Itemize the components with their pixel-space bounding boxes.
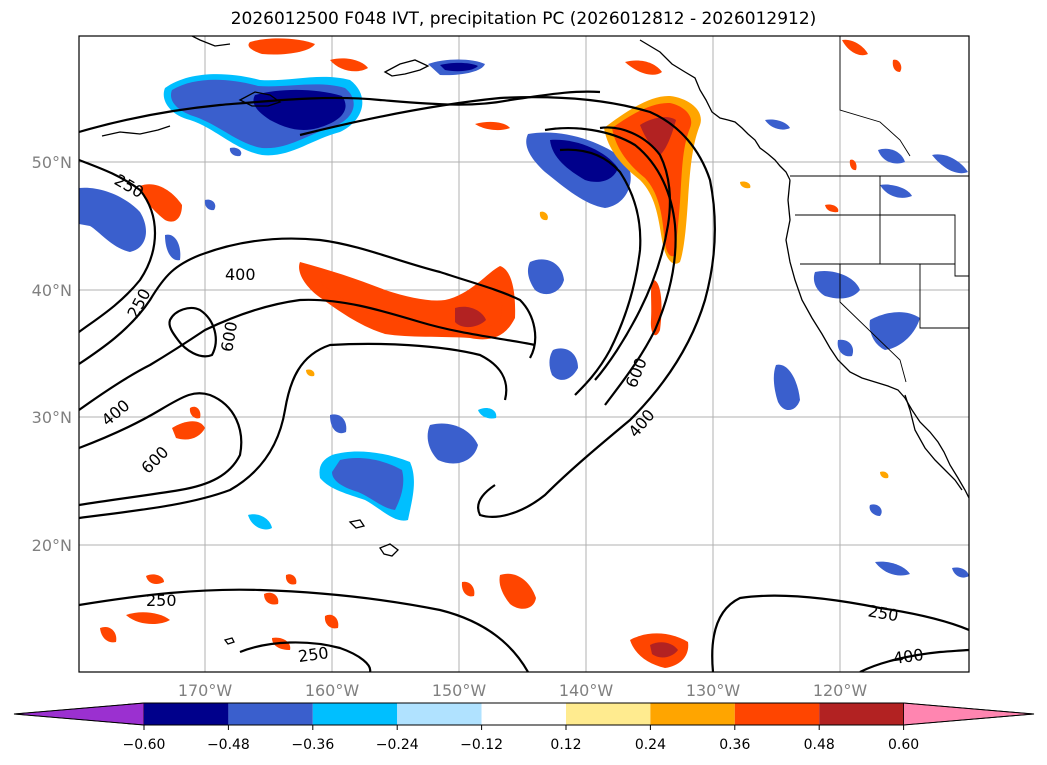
colorbar-extend-high [903,702,1035,726]
lat-label: 20°N [32,536,72,555]
lon-label: 120°W [813,681,868,700]
lon-label: 130°W [686,681,741,700]
lon-label: 160°W [305,681,360,700]
contour-label: 400 [225,265,256,284]
coastlines [101,36,969,645]
ivt-contours [79,90,969,672]
lon-label: 140°W [559,681,614,700]
contour-label: 250 [146,591,177,610]
precip-negative-shading [79,59,969,578]
colorbar-tick-label: −0.48 [207,737,250,753]
colorbar-tick-label: 0.12 [550,737,581,753]
lat-label: 50°N [32,153,72,172]
colorbar-segment [734,703,820,725]
colorbar-tick-label: 0.48 [804,737,835,753]
colorbar-tick-label: −0.36 [291,737,334,753]
plot-area [79,36,969,672]
colorbar-segment [397,703,482,725]
lon-label: 170°W [178,681,233,700]
map-title: 2026012500 F048 IVT, precipitation PC (2… [230,9,817,29]
lat-label: 40°N [32,281,72,300]
colorbar-tick-label: 0.36 [719,737,750,753]
lon-label: 150°W [432,681,487,700]
colorbar-segment [481,703,566,725]
colorbar-extend-low [13,702,145,726]
colorbar-segment [144,703,229,725]
colorbar-segment [312,703,398,725]
colorbar-tick-label: −0.24 [376,737,419,753]
lon-labels: 170°W 160°W 150°W 140°W 130°W 120°W [178,681,868,700]
colorbar-tick-label: 0.24 [635,737,666,753]
colorbar-ticks [143,725,905,730]
colorbar-segment [819,703,904,725]
state-borders [790,36,969,383]
lat-label: 30°N [32,408,72,427]
colorbar-tick-label: −0.60 [123,737,166,753]
contour-label: 250 [297,643,330,666]
plot-frame [78,35,970,673]
lat-labels: 50°N 40°N 30°N 20°N [32,153,72,555]
precip-positive-shading [100,38,902,668]
colorbar-segment [228,703,313,725]
colorbar-segment [566,703,651,725]
colorbar-tick-label: −0.12 [460,737,503,753]
contour-label: 400 [892,645,925,668]
colorbar: −0.60 −0.48 −0.36 −0.24 −0.12 0.12 0.24 … [13,702,1035,753]
colorbar-tick-label: 0.60 [888,737,919,753]
colorbar-segment [650,703,735,725]
